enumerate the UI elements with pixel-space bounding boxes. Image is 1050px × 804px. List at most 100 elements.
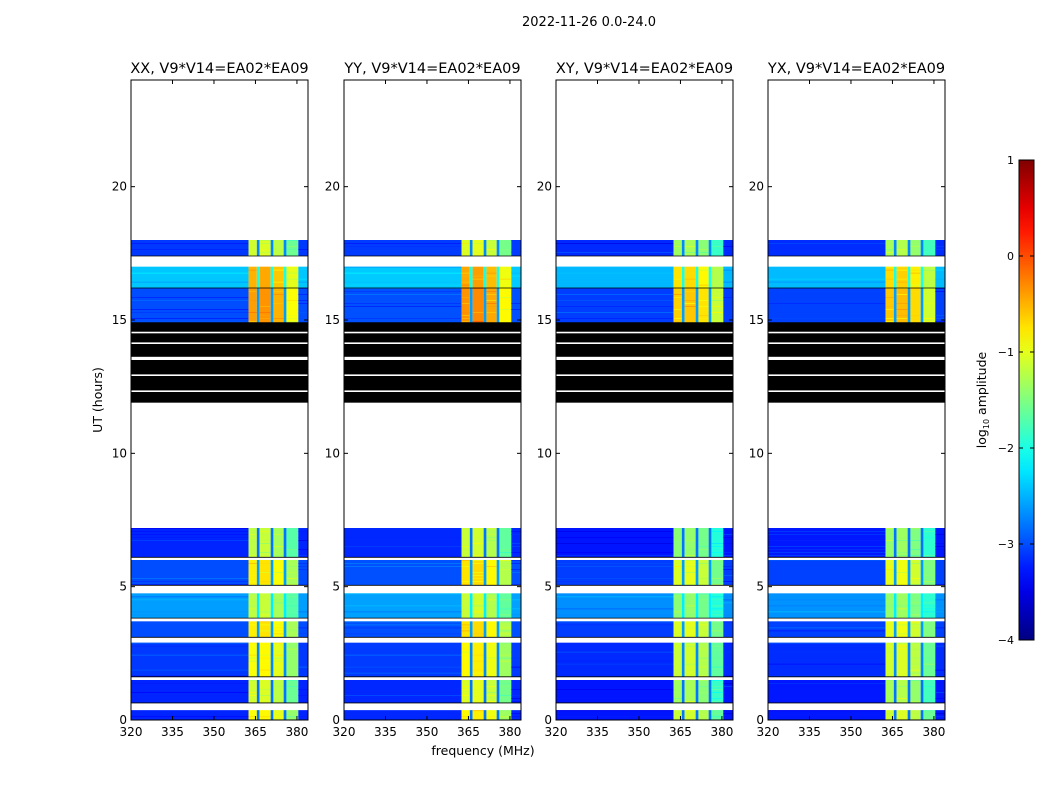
heatmap-texture: [511, 716, 521, 718]
heatmap-cell: [469, 621, 473, 638]
heatmap-texture: [896, 555, 908, 556]
heatmap-texture: [910, 555, 921, 556]
heatmap-texture: [248, 537, 257, 538]
heatmap-texture: [472, 560, 484, 561]
heatmap-texture: [768, 675, 886, 677]
heatmap-cell: [698, 288, 709, 323]
heatmap-cell: [469, 240, 473, 256]
heatmap-texture: [511, 240, 521, 241]
y-tick-label: 20: [749, 180, 764, 194]
heatmap-texture: [556, 555, 674, 556]
heatmap-texture: [935, 669, 945, 671]
flagged-segment: [768, 333, 945, 343]
heatmap-texture: [885, 713, 894, 715]
heatmap-texture: [673, 596, 682, 598]
heatmap-texture: [461, 315, 470, 316]
heatmap-texture: [723, 621, 733, 623]
heatmap-texture: [768, 627, 886, 629]
heatmap-texture: [461, 275, 470, 277]
heatmap-texture: [486, 275, 497, 277]
heatmap-cell: [344, 528, 462, 558]
heatmap-texture: [698, 306, 709, 307]
heatmap-texture: [711, 666, 724, 668]
heatmap-cell: [461, 680, 470, 703]
heatmap-cell: [273, 528, 284, 558]
heatmap-texture: [910, 680, 921, 681]
heatmap-cell: [698, 680, 709, 703]
heatmap-cell: [256, 560, 260, 586]
heatmap-texture: [486, 692, 497, 693]
heatmap-texture: [511, 275, 521, 277]
heatmap-cell: [910, 680, 921, 703]
heatmap-texture: [298, 249, 308, 250]
heatmap-texture: [298, 281, 308, 283]
heatmap-cell: [673, 621, 682, 638]
panel-1: XX, V9*V14=EA02*EA09 320 335 350 365 380 0 5 10 1…: [112, 61, 309, 739]
heatmap-texture: [723, 602, 733, 604]
heatmap-texture: [673, 243, 682, 244]
heatmap-texture: [131, 614, 249, 616]
heatmap-texture: [131, 321, 249, 322]
heatmap-cell: [885, 680, 894, 703]
heatmap-texture: [711, 534, 724, 535]
heatmap-texture: [486, 291, 497, 292]
y-tick-label: 10: [112, 446, 127, 460]
heatmap-texture: [768, 651, 886, 653]
heatmap-cell: [283, 680, 287, 703]
heatmap-cell: [499, 593, 512, 619]
heatmap-texture: [259, 663, 271, 665]
heatmap-texture: [461, 624, 470, 626]
heatmap-texture: [472, 642, 484, 644]
heatmap-cell: [461, 528, 470, 558]
heatmap-texture: [273, 713, 284, 715]
heatmap-cell: [511, 240, 521, 256]
heatmap-cell: [695, 593, 699, 619]
heatmap-texture: [684, 605, 696, 607]
heatmap-texture: [910, 540, 921, 541]
heatmap-texture: [698, 563, 709, 564]
heatmap-texture: [673, 627, 682, 629]
heatmap-texture: [711, 297, 724, 298]
heatmap-texture: [673, 593, 682, 595]
heatmap-cell: [483, 240, 487, 256]
heatmap-cell: [896, 680, 908, 703]
flagged-segment: [556, 392, 733, 403]
heatmap-texture: [273, 534, 284, 535]
heatmap-texture: [499, 654, 512, 656]
heatmap-cell: [723, 710, 733, 720]
heatmap-cell: [698, 593, 709, 619]
heatmap-texture: [286, 630, 299, 632]
heatmap-texture: [935, 246, 945, 247]
heatmap-texture: [259, 648, 271, 650]
heatmap-texture: [131, 642, 249, 644]
heatmap-texture: [499, 716, 512, 718]
heatmap-texture: [344, 546, 462, 547]
heatmap-texture: [131, 581, 249, 582]
heatmap-texture: [259, 249, 271, 250]
flagged-segment: [344, 376, 521, 391]
heatmap-texture: [556, 663, 674, 665]
heatmap-cell: [698, 642, 709, 677]
y-axis-label: UT (hours): [90, 367, 105, 433]
heatmap-cell: [711, 528, 724, 558]
heatmap-texture: [259, 572, 271, 573]
panel-frame: [555, 79, 734, 721]
heatmap-cell: [298, 560, 308, 586]
heatmap-texture: [896, 249, 908, 250]
heatmap-texture: [298, 312, 308, 313]
heatmap-cell: [283, 621, 287, 638]
heatmap-cell: [469, 593, 473, 619]
heatmap-texture: [499, 291, 512, 292]
heatmap-texture: [273, 599, 284, 601]
heatmap-texture: [472, 563, 484, 564]
heatmap-texture: [923, 611, 936, 613]
heatmap-texture: [273, 560, 284, 561]
heatmap-texture: [910, 621, 921, 623]
heatmap-texture: [248, 297, 257, 298]
heatmap-texture: [131, 309, 249, 310]
heatmap-cell: [469, 266, 473, 288]
heatmap-cell: [893, 240, 897, 256]
heatmap-texture: [344, 563, 462, 564]
heatmap-texture: [131, 249, 249, 250]
heatmap-texture: [131, 654, 249, 656]
